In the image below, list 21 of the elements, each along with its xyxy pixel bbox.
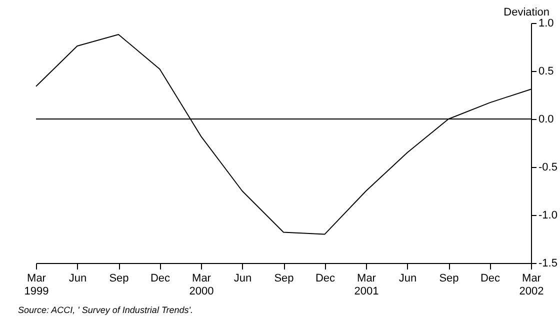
x-tick-label: Mar 1999 bbox=[24, 272, 49, 298]
y-tick-label: 1.0 bbox=[538, 18, 554, 30]
y-tick-label: 0.5 bbox=[538, 66, 554, 78]
y-tick-label: -0.5 bbox=[538, 162, 558, 174]
y-axis-title: Deviation bbox=[504, 6, 550, 18]
x-tick-label: Dec bbox=[150, 272, 171, 284]
x-tick-label: Sep bbox=[109, 272, 129, 284]
x-tick-label: Sep bbox=[439, 272, 459, 284]
x-tick-label: Jun bbox=[68, 272, 87, 284]
x-tick-label: Jun bbox=[234, 272, 252, 284]
source-note: Source: ACCI, ' Survey of Industrial Trends'. bbox=[18, 305, 194, 315]
x-tick-label: Dec bbox=[480, 272, 501, 284]
x-tick-label: Mar 2002 bbox=[519, 272, 544, 298]
x-tick-label: Jun bbox=[398, 272, 417, 284]
x-tick-label: Mar 2001 bbox=[354, 272, 379, 298]
x-tick-label: Mar 2000 bbox=[189, 272, 214, 298]
y-tick-label: 0.0 bbox=[538, 114, 554, 126]
x-tick-label: Sep bbox=[274, 272, 294, 284]
y-tick-label: -1.0 bbox=[538, 210, 558, 222]
x-tick-label: Dec bbox=[315, 272, 336, 284]
y-tick-label: -1.5 bbox=[538, 258, 558, 270]
